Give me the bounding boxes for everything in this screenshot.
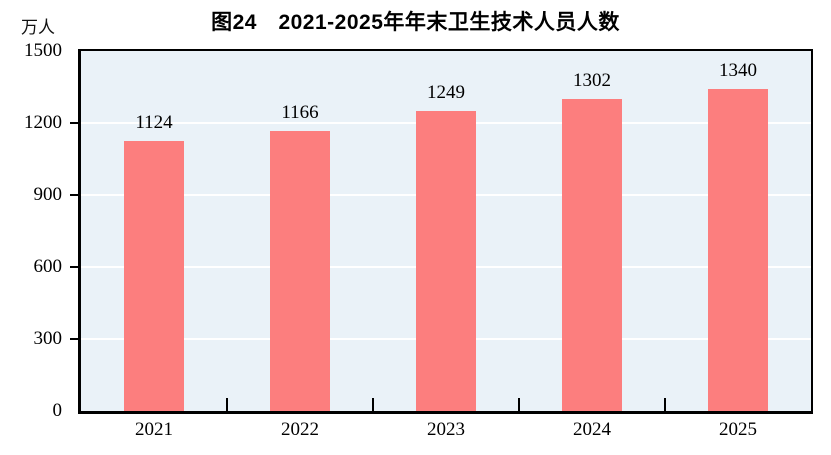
bar-value-label: 1249 — [427, 82, 465, 104]
bar-value-label: 1166 — [281, 102, 319, 124]
x-axis-tick-labels: 2021 2022 2023 2024 2025 — [81, 419, 811, 447]
bar — [416, 111, 476, 411]
chart-title: 图24 2021-2025年年末卫生技术人员人数 — [211, 11, 620, 34]
x-axis-tick — [226, 398, 228, 411]
y-axis-tick-label: 900 — [33, 184, 63, 205]
y-axis-unit-label: 万人 — [21, 18, 55, 37]
x-axis-tick-label: 2021 — [135, 419, 173, 440]
bar — [270, 131, 330, 411]
x-axis-tick — [518, 398, 520, 411]
x-axis-tick-label: 2025 — [719, 419, 757, 440]
plot-area: 1124 1166 1249 1302 1340 — [70, 49, 813, 414]
y-axis-tick — [70, 194, 79, 196]
y-axis-tick-label: 0 — [52, 400, 63, 421]
bar-value-label: 1302 — [573, 69, 611, 91]
bar-value-label: 1124 — [135, 112, 173, 134]
x-axis-tick-label: 2023 — [427, 419, 465, 440]
y-axis-tick — [70, 122, 79, 124]
bar-value-label: 1340 — [719, 60, 757, 82]
y-axis-tick-labels: 0 300 600 900 1200 1500 — [0, 40, 63, 421]
y-axis-tick — [70, 266, 79, 268]
bar — [124, 141, 184, 411]
y-axis-tick-label: 1500 — [24, 40, 62, 61]
x-axis-tick-label: 2022 — [281, 419, 319, 440]
bar — [708, 89, 768, 411]
x-axis-tick — [664, 398, 666, 411]
x-axis-tick-label: 2024 — [573, 419, 611, 440]
x-axis-tick — [372, 398, 374, 411]
bar — [562, 98, 622, 411]
y-axis-tick-label: 600 — [33, 256, 63, 277]
y-axis-tick-label: 300 — [33, 328, 63, 349]
y-axis-tick-label: 1200 — [24, 112, 62, 133]
y-axis-tick — [70, 338, 79, 340]
